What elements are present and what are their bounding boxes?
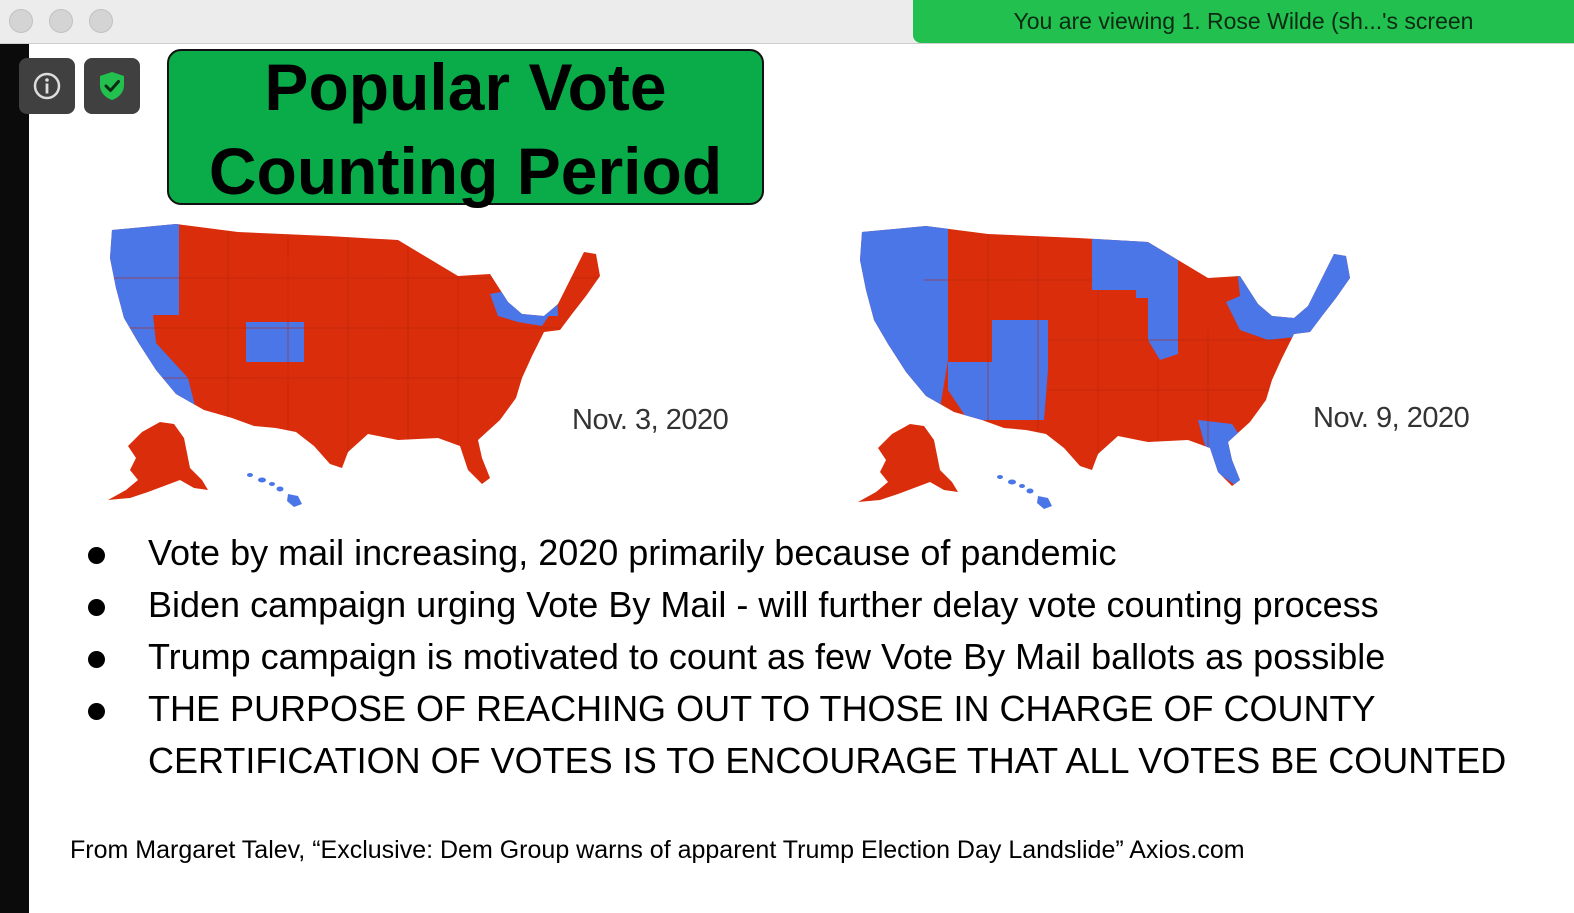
slide-title-line1: Popular Vote <box>264 50 667 124</box>
bullet-item: Vote by mail increasing, 2020 primarily … <box>82 527 1542 579</box>
screen-share-banner[interactable]: You are viewing 1. Rose Wilde (sh...'s s… <box>913 0 1574 43</box>
shield-check-icon <box>100 72 124 100</box>
security-button[interactable] <box>84 58 140 114</box>
map-date-label: Nov. 9, 2020 <box>1313 402 1470 434</box>
bullet-item: THE PURPOSE OF REACHING OUT TO THOSE IN … <box>82 683 1542 787</box>
zoom-window-button[interactable] <box>89 9 113 33</box>
us-map-nov-9 <box>858 226 1350 509</box>
meeting-info-button[interactable] <box>19 58 75 114</box>
bullet-item: Biden campaign urging Vote By Mail - wil… <box>82 579 1542 631</box>
left-edge-bar <box>0 44 29 913</box>
close-window-button[interactable] <box>9 9 33 33</box>
slide-title-box: Popular Vote Counting Period <box>167 49 764 208</box>
slide-title-line2: Counting Period <box>208 134 723 208</box>
bullet-item: Trump campaign is motivated to count as … <box>82 631 1542 683</box>
minimize-window-button[interactable] <box>49 9 73 33</box>
bullet-list: Vote by mail increasing, 2020 primarily … <box>82 527 1542 787</box>
info-icon <box>33 72 61 100</box>
source-citation: From Margaret Talev, “Exclusive: Dem Gro… <box>70 836 1245 864</box>
us-map-nov-3 <box>108 224 600 507</box>
map-date-label: Nov. 3, 2020 <box>572 404 729 436</box>
